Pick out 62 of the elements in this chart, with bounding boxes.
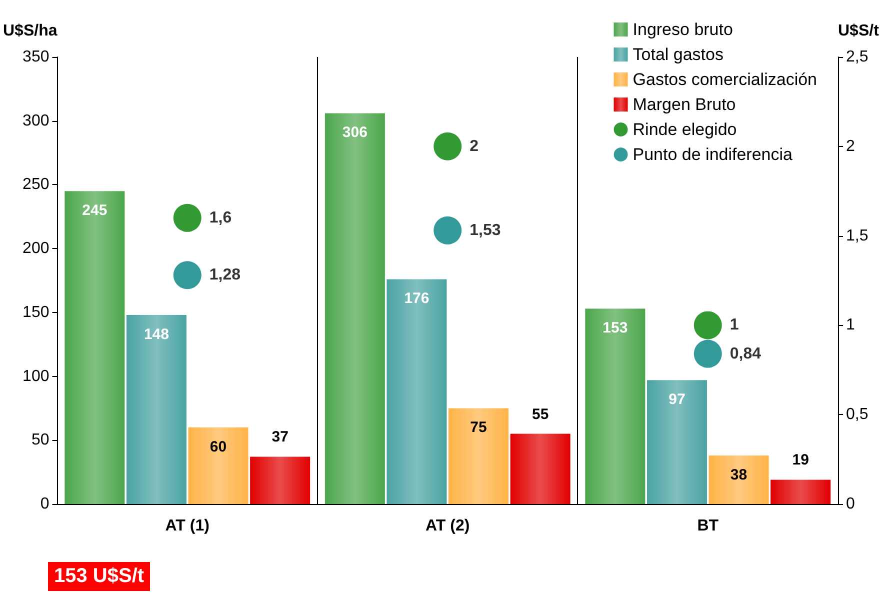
data-label: 1 (730, 316, 739, 334)
text: 153 U$S/t (48, 562, 150, 591)
data-label: 60 (210, 438, 227, 456)
bar (64, 191, 125, 504)
x-tick-label: BT (697, 518, 719, 534)
point (173, 261, 202, 290)
bar (250, 456, 310, 504)
x-tick-label: AT (1) (165, 518, 210, 534)
y2-tick-label: 0 (846, 496, 855, 512)
data-label: 153 (602, 320, 628, 337)
bar (448, 408, 509, 504)
y-tick-label: 0 (40, 496, 50, 512)
legend-label: Gastos comercialización (632, 70, 818, 89)
bar (585, 308, 646, 504)
legend-label: Punto de indiferencia (632, 145, 794, 164)
y2-tick-label: 2,5 (846, 48, 868, 66)
y-tick-label: 250 (22, 176, 50, 194)
y-tick-label: 200 (22, 240, 50, 258)
data-label: 38 (730, 466, 748, 484)
data-label: 306 (342, 124, 368, 142)
y-tick-label: 100 (22, 368, 50, 385)
y-axis-title: U$S/ha (2, 22, 58, 40)
point (173, 204, 202, 232)
data-label: 1,6 (209, 209, 232, 226)
data-label: 0,84 (730, 345, 762, 362)
data-label: 245 (82, 202, 108, 220)
data-label: 19 (792, 452, 809, 469)
data-label: 37 (272, 428, 288, 446)
bar (770, 480, 831, 504)
bar (188, 427, 248, 504)
bar (708, 455, 769, 504)
point (434, 132, 462, 160)
point (694, 311, 722, 340)
bar (126, 314, 186, 504)
legend-label: Total gastos (632, 45, 724, 64)
y-tick-label: 50 (31, 432, 50, 449)
bar (324, 113, 385, 504)
y2-axis-title: U$S/t (838, 22, 880, 40)
data-label: 176 (404, 290, 430, 308)
point (694, 340, 722, 368)
legend-label: Margen Bruto (632, 95, 736, 114)
y2-tick-label: 1,5 (846, 227, 868, 244)
bar (386, 279, 447, 504)
y2-tick-label: 0,5 (846, 406, 868, 424)
data-label: 1,28 (209, 266, 241, 284)
data-label: 55 (532, 406, 549, 423)
data-label: 97 (668, 391, 686, 408)
y-tick-label: 350 (22, 48, 50, 66)
data-label: 75 (470, 419, 487, 436)
data-label: 2 (470, 138, 479, 155)
data-label: 148 (144, 326, 169, 343)
y2-tick-label: 2 (846, 138, 855, 155)
legend-label: Rinde elegido (632, 120, 737, 139)
point (434, 216, 462, 244)
legend-label: Ingreso bruto (632, 20, 733, 39)
data-label: 1,53 (470, 222, 501, 239)
y2-tick-label: 1 (846, 316, 855, 334)
bar (510, 434, 570, 504)
x-tick-label: AT (2) (426, 518, 470, 534)
y-tick-label: 300 (22, 112, 50, 130)
y-tick-label: 150 (22, 304, 50, 321)
bar (646, 380, 707, 504)
